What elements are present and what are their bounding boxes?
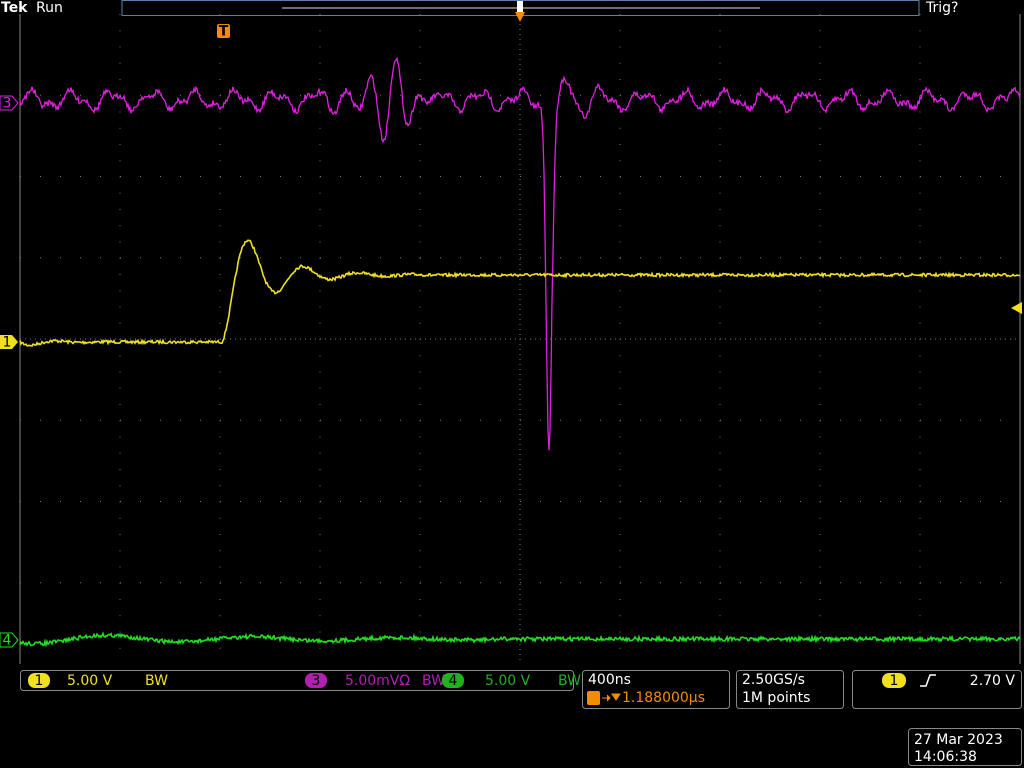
channel-1-waveform: [19, 239, 1021, 348]
channel-3-bw: BW: [422, 673, 445, 689]
channel-4-number: 4: [449, 673, 458, 689]
graticule: [19, 14, 1021, 664]
trigger-level-marker: [1011, 302, 1022, 314]
channel-1-marker: [0, 335, 18, 349]
trigger-slope-icon: [920, 674, 936, 687]
date: 27 Mar 2023: [914, 732, 1003, 748]
channel-4-bw: BW: [558, 673, 581, 689]
trigger-box: [852, 670, 1022, 709]
datetime-box: [908, 728, 1022, 766]
timebase-scale: 400ns: [588, 672, 631, 688]
channel-3-marker: [0, 95, 19, 111]
timebase-box: [582, 670, 730, 709]
channel-1-label: 1: [3, 335, 12, 351]
channel-1-bw: BW: [145, 673, 168, 689]
trigger-level: 2.70 V: [970, 673, 1016, 689]
channel-1-badge[interactable]: [28, 673, 50, 688]
trigger-position-label: T: [219, 24, 229, 40]
channel-4-scale: 5.00 V: [485, 673, 531, 689]
run-status: Run: [36, 0, 63, 16]
acquisition-box: [736, 670, 844, 709]
channel-4-badge[interactable]: [442, 673, 464, 688]
trigger-source-badge[interactable]: [882, 673, 906, 688]
channel-3-number: 3: [312, 673, 321, 689]
channel-1-scale: 5.00 V: [67, 673, 113, 689]
trigger-position-badge: [217, 24, 230, 38]
trigger-source: 1: [890, 673, 899, 689]
delay-icon: [587, 691, 600, 705]
record-length: 1M points: [742, 690, 810, 706]
channel-3-badge[interactable]: [305, 673, 327, 688]
channel-1-number: 1: [35, 673, 44, 689]
sample-rate: 2.50GS/s: [742, 672, 805, 688]
channel-3-waveform: [19, 56, 1021, 451]
trigger-point-marker: [515, 12, 525, 22]
time: 14:06:38: [914, 749, 977, 765]
channel-3-scale: 5.00mVΩ: [345, 673, 410, 689]
view-marker: [517, 1, 523, 14]
timebase-delay: 1.188000µs: [622, 690, 705, 706]
channel-settings-box: [20, 670, 574, 691]
channel-3-label: 3: [3, 96, 12, 112]
delay-arrow: [602, 693, 621, 702]
trigger-state: Trig?: [925, 0, 958, 16]
brand: Tek: [1, 0, 28, 16]
channel-4-label: 4: [3, 633, 12, 649]
channel-4-marker: [0, 632, 19, 648]
channel-4-waveform: [19, 631, 1021, 648]
